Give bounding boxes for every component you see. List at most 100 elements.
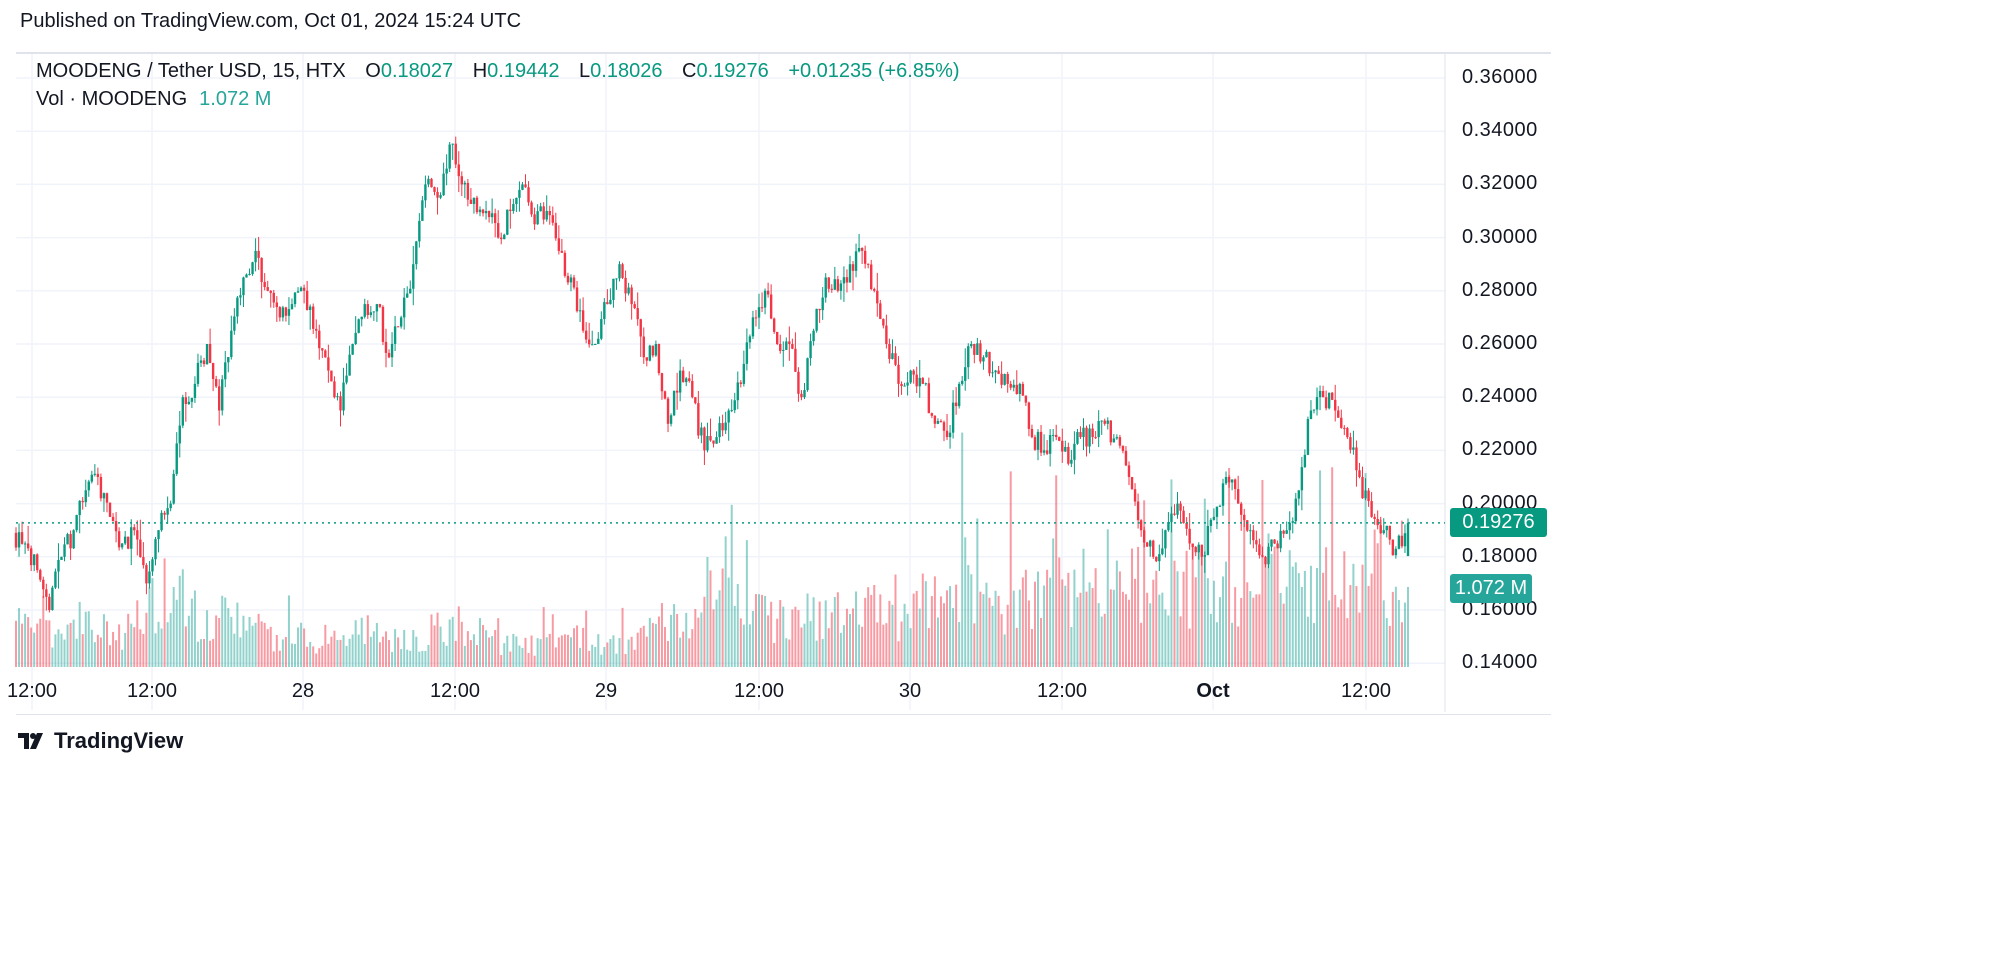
volume-bar	[84, 611, 87, 667]
candle-body	[1249, 530, 1252, 532]
candle-body	[957, 383, 961, 407]
volume-bar	[1161, 592, 1164, 667]
volume-bar	[336, 640, 339, 667]
volume-bar	[260, 621, 263, 667]
volume-bar	[946, 590, 949, 667]
candle-body	[960, 380, 964, 384]
low-label: L	[579, 60, 591, 82]
candle-body	[130, 527, 133, 549]
volume-bar	[548, 633, 551, 667]
volume-bar	[1173, 560, 1176, 667]
candle-body	[178, 425, 181, 444]
candle-body	[114, 521, 118, 532]
volume-bar	[870, 594, 873, 667]
volume-bar	[612, 635, 615, 667]
candle-body	[1115, 437, 1119, 439]
candle-body	[448, 144, 451, 169]
candle-body	[736, 382, 739, 401]
candle-body	[785, 341, 788, 350]
price-tick-label: 0.36000	[1462, 66, 1538, 88]
volume-bar	[321, 645, 324, 667]
volume-bar	[21, 623, 24, 667]
volume-bar	[582, 627, 585, 667]
candle-body	[854, 251, 858, 271]
candle-body	[160, 512, 163, 531]
volume-bar	[676, 613, 679, 667]
candle-body	[991, 372, 994, 374]
volume-bar	[1149, 603, 1152, 667]
candle-body	[1085, 427, 1088, 447]
volume-bar	[45, 620, 48, 667]
candle-body	[515, 197, 518, 205]
candle-body	[57, 560, 60, 572]
candle-body	[748, 336, 752, 343]
candle-body	[639, 319, 642, 337]
volume-bar	[597, 634, 600, 667]
candle-body	[227, 357, 230, 363]
volume-bar	[115, 640, 118, 667]
candle-body	[266, 287, 269, 291]
candle-body	[988, 351, 991, 374]
candle-body	[712, 440, 715, 444]
candle-body	[42, 579, 45, 590]
candle-body	[1061, 440, 1064, 452]
high-value: 0.19442	[487, 60, 560, 82]
volume-bar	[1222, 576, 1225, 667]
candle-body	[239, 295, 242, 298]
volume-bar	[660, 603, 663, 667]
candle-body	[1233, 479, 1237, 490]
volume-bar	[1085, 591, 1088, 667]
candle-body	[1258, 544, 1261, 556]
volume-bar	[1300, 586, 1303, 667]
volume-bar	[1215, 622, 1218, 667]
volume-bar	[1355, 586, 1358, 667]
volume-bar	[72, 619, 75, 667]
volume-bar	[1270, 553, 1273, 667]
candle-body	[360, 316, 363, 320]
tradingview-logo[interactable]: TradingView	[18, 728, 183, 754]
volume-bar	[748, 624, 751, 667]
volume-bar	[209, 640, 212, 667]
volume-bar	[378, 642, 381, 667]
volume-bar	[472, 634, 475, 667]
current-volume-tag: 1.072 M	[1450, 574, 1532, 603]
close-value: 0.19276	[696, 60, 769, 82]
candle-body	[566, 275, 570, 283]
volume-bar	[1118, 571, 1121, 667]
time-tick-label: 28	[291, 680, 315, 702]
volume-bar	[515, 636, 518, 667]
volume-bar	[839, 632, 842, 667]
volume-bar	[1164, 609, 1167, 667]
volume-bar	[169, 613, 172, 667]
candle-body	[797, 371, 800, 394]
candle-body	[1024, 395, 1028, 403]
candle-body	[1367, 490, 1370, 502]
candle-body	[876, 290, 879, 304]
volume-bar	[1206, 578, 1209, 667]
candle-body	[842, 277, 846, 284]
symbol-name[interactable]: MOODENG / Tether USD, 15, HTX	[36, 60, 346, 82]
volume-label[interactable]: Vol · MOODENG	[36, 88, 188, 110]
volume-bar	[1397, 599, 1400, 667]
volume-legend: Vol · MOODENG 1.072 M	[36, 88, 271, 111]
candle-body	[1021, 383, 1025, 396]
volume-bar	[384, 631, 387, 667]
volume-bar	[1225, 561, 1228, 667]
volume-bar	[124, 632, 127, 667]
volume-bar	[1200, 553, 1203, 667]
candle-body	[964, 367, 967, 381]
candle-body	[278, 307, 282, 318]
volume-bar	[912, 593, 915, 667]
candle-body	[1327, 392, 1331, 409]
candle-body	[333, 381, 336, 398]
candle-body	[260, 257, 263, 282]
candle-body	[985, 351, 988, 358]
candle-body	[1200, 544, 1203, 557]
volume-bar	[1194, 577, 1197, 667]
candle-body	[23, 543, 27, 545]
candle-body	[860, 247, 864, 251]
volume-bar	[754, 594, 757, 667]
candle-body	[500, 237, 503, 240]
volume-bar	[891, 604, 894, 667]
